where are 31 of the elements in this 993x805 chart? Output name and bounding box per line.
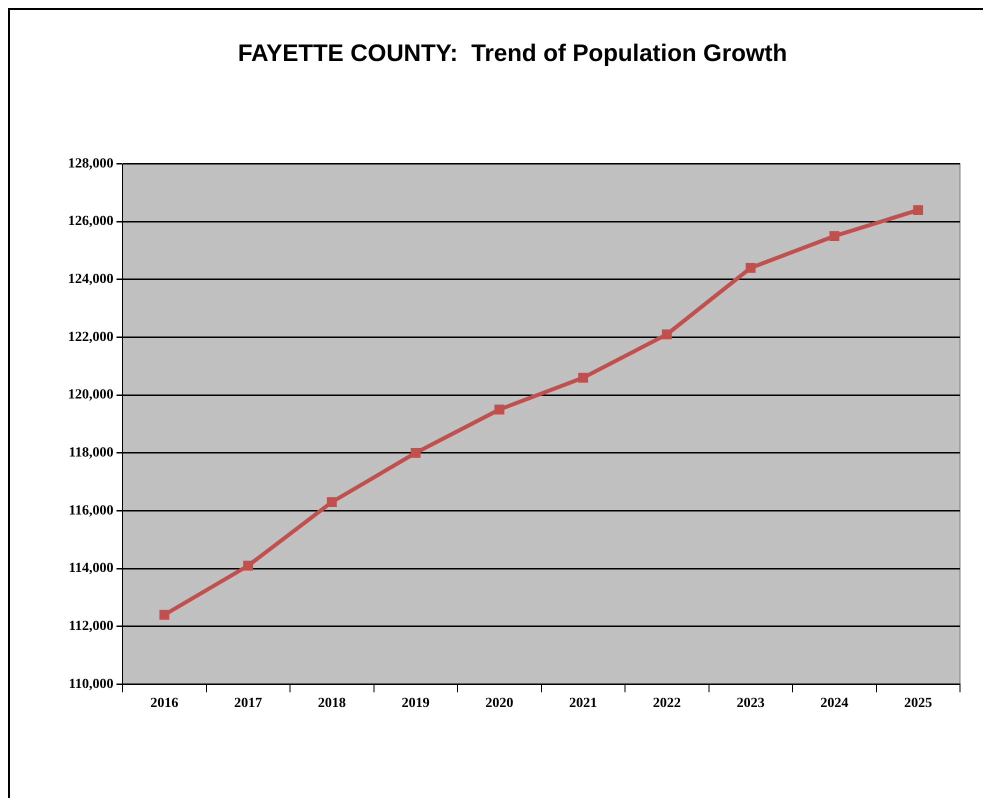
chart-title: FAYETTE COUNTY: Trend of Population Growth xyxy=(238,40,788,68)
x-tick-label: 2025 xyxy=(904,696,932,712)
y-tick-label: 128,000 xyxy=(68,156,114,172)
point xyxy=(746,262,756,273)
point xyxy=(913,205,924,216)
y-tick-label: 118,000 xyxy=(68,446,114,461)
x-tick-label: 2017 xyxy=(234,696,262,712)
x-tick-label: 2020 xyxy=(485,696,514,712)
point xyxy=(159,610,170,620)
point xyxy=(494,404,504,414)
y-tick-label: 122,000 xyxy=(68,330,114,345)
point xyxy=(410,448,421,458)
y-tick-label: 114,000 xyxy=(68,561,114,576)
x-tick-label: 2021 xyxy=(569,696,598,712)
point xyxy=(326,497,337,508)
y-tick-label: 112,000 xyxy=(68,618,114,634)
y-tick-label: 110,000 xyxy=(68,676,114,692)
x-tick-label: 2022 xyxy=(652,696,681,712)
point xyxy=(243,560,254,571)
y-tick-label: 124,000 xyxy=(68,272,114,288)
x-tick-label: 2016 xyxy=(150,696,178,712)
y-tick-label: 126,000 xyxy=(68,214,114,230)
y-tick-label: 120,000 xyxy=(68,388,114,403)
point xyxy=(578,372,588,383)
point xyxy=(829,231,840,242)
x-tick-label: 2018 xyxy=(318,696,346,712)
x-tick-label: 2019 xyxy=(402,696,430,712)
y-tick-label: 116,000 xyxy=(68,503,114,518)
x-tick-label: 2023 xyxy=(736,696,765,712)
point xyxy=(662,329,672,340)
x-tick-label: 2024 xyxy=(820,696,848,712)
